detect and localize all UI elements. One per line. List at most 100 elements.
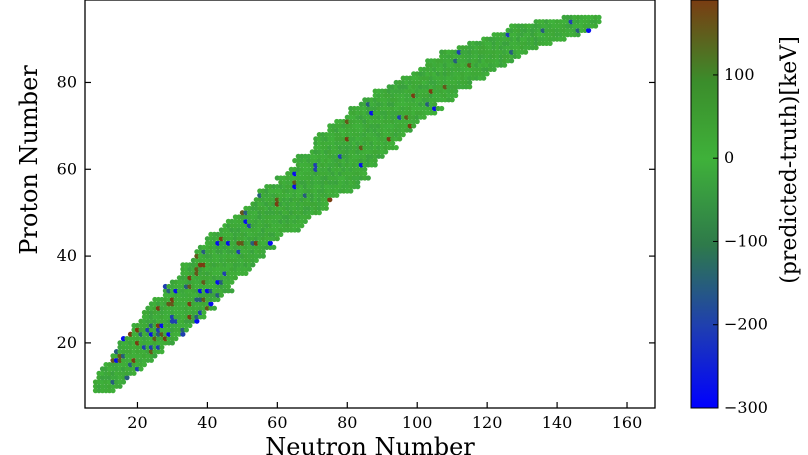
data-points — [92, 14, 602, 394]
data-point — [299, 223, 305, 229]
data-point — [407, 127, 413, 133]
data-point — [316, 210, 322, 216]
data-point — [278, 231, 284, 237]
colorbar-tick-label: 0 — [724, 148, 734, 167]
y-axis-title: Proton Number — [15, 65, 43, 255]
data-point — [379, 153, 385, 159]
x-tick-label: 20 — [127, 413, 147, 432]
data-point — [502, 62, 508, 68]
data-point — [194, 318, 200, 324]
data-point — [323, 201, 329, 207]
data-point — [173, 336, 179, 342]
data-point — [372, 162, 378, 168]
data-point — [523, 49, 529, 55]
data-point — [365, 175, 371, 181]
colorbar-title: (predicted-truth)[keV] — [777, 36, 802, 284]
data-point — [547, 40, 553, 47]
x-tick-label: 140 — [542, 413, 573, 432]
data-point — [260, 249, 266, 255]
data-point — [201, 309, 207, 316]
data-point — [432, 110, 438, 116]
data-point — [397, 136, 403, 142]
data-point — [141, 362, 147, 368]
x-tick-label: 80 — [337, 413, 357, 432]
data-point — [183, 327, 189, 333]
data-point — [117, 383, 123, 389]
data-point — [152, 353, 158, 359]
colorbar-tick-label: −100 — [724, 231, 768, 250]
data-point — [393, 145, 399, 151]
data-point — [211, 305, 217, 311]
data-point — [421, 114, 427, 120]
data-point — [411, 123, 417, 129]
data-point — [229, 279, 235, 285]
data-point — [362, 171, 368, 177]
data-point — [232, 275, 238, 281]
data-point — [561, 36, 567, 42]
data-point — [295, 227, 301, 233]
x-tick-label: 40 — [197, 413, 217, 432]
data-point — [491, 66, 497, 72]
data-point — [225, 283, 231, 290]
y-tick-label: 60 — [57, 159, 77, 178]
data-point — [596, 19, 602, 25]
data-point — [439, 105, 445, 112]
data-point — [390, 140, 396, 146]
data-point — [124, 375, 130, 381]
data-point — [334, 192, 340, 198]
x-tick-label: 100 — [402, 413, 433, 432]
data-point — [467, 84, 473, 90]
data-point — [327, 197, 333, 203]
data-point — [159, 344, 165, 350]
data-point — [180, 331, 186, 337]
data-point — [302, 218, 308, 224]
data-point — [586, 27, 592, 33]
colorbar-tick-label: −300 — [724, 398, 768, 417]
x-tick-label: 120 — [472, 413, 503, 432]
data-point — [348, 188, 354, 194]
x-axis-title: Neutron Number — [265, 433, 475, 455]
data-point — [414, 118, 420, 125]
data-point — [449, 97, 455, 103]
data-point — [208, 301, 214, 307]
data-point — [271, 244, 277, 250]
data-point — [596, 14, 602, 20]
colorbar — [690, 0, 719, 409]
data-point — [267, 240, 273, 246]
y-axis-ticks: 20 40 60 80 — [57, 72, 655, 352]
y-tick-label: 20 — [57, 333, 77, 352]
data-point — [131, 370, 137, 376]
data-point — [201, 314, 207, 320]
x-tick-label: 160 — [612, 413, 643, 432]
data-point — [372, 158, 378, 164]
data-point — [306, 214, 312, 220]
colorbar-tick-label: −200 — [724, 315, 768, 334]
data-point — [355, 179, 361, 185]
data-point — [169, 340, 175, 346]
data-point — [355, 184, 361, 190]
data-point — [218, 292, 224, 298]
y-tick-label: 80 — [57, 72, 77, 91]
data-point — [260, 253, 266, 259]
data-point — [432, 101, 438, 107]
data-point — [274, 236, 280, 242]
data-point — [229, 288, 235, 294]
data-point — [120, 379, 127, 385]
data-point — [575, 32, 581, 38]
data-point — [243, 270, 249, 276]
x-axis-ticks: 20 40 60 80 100 120 140 160 — [127, 402, 642, 432]
data-point — [453, 92, 459, 99]
data-point — [323, 205, 329, 211]
x-tick-label: 60 — [267, 413, 287, 432]
data-point — [383, 149, 389, 155]
data-point — [362, 166, 368, 172]
data-point — [453, 88, 459, 94]
data-point — [159, 349, 165, 355]
data-point — [138, 366, 144, 372]
data-point — [509, 58, 515, 64]
data-point — [593, 23, 599, 29]
data-point — [215, 296, 221, 303]
data-point — [467, 79, 473, 86]
colorbar-tick-label: 100 — [724, 65, 755, 84]
